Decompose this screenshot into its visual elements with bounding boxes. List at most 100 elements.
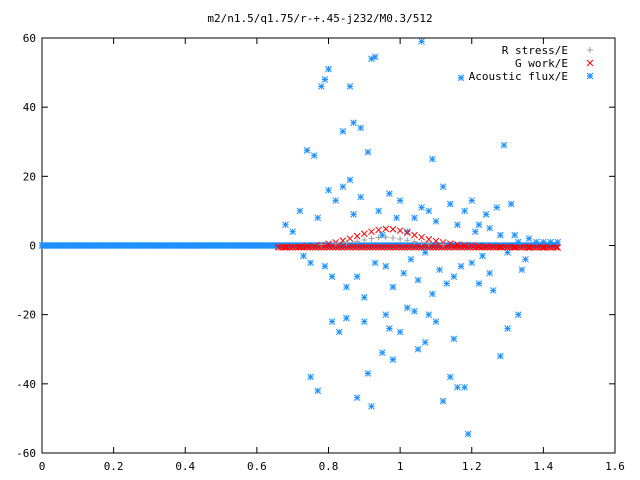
acoustic-flux-e-point	[436, 266, 443, 274]
y-tick-label: 40	[23, 101, 36, 114]
g-work-point	[509, 243, 517, 251]
acoustic-flux-e-point	[335, 328, 343, 336]
g-work-point	[527, 243, 534, 251]
g-work-e-point	[468, 242, 476, 249]
g-work-point	[449, 243, 457, 251]
g-work-e-point	[475, 242, 483, 250]
g-work-point	[386, 243, 394, 251]
acoustic-flux-e-point	[393, 214, 400, 222]
acoustic-flux-e-point	[314, 214, 322, 222]
g-work-e-point	[296, 243, 304, 251]
y-tick-label: 60	[23, 32, 36, 45]
g-work-point	[349, 243, 357, 251]
legend-label: G work/E	[515, 57, 568, 70]
g-work-point	[295, 243, 302, 251]
g-work-point	[481, 243, 488, 251]
r-stress-e-point	[440, 241, 447, 248]
g-work-e-point	[518, 243, 526, 251]
acoustic-flux-e-point	[429, 155, 436, 163]
g-work-e-point	[425, 235, 433, 243]
acoustic-flux-e-point	[418, 204, 425, 211]
g-work-e-point	[432, 237, 440, 245]
y-tick-label: -60	[16, 447, 36, 460]
g-work-point	[315, 243, 322, 251]
g-work-e-point	[303, 243, 311, 250]
acoustic-flux-e-point	[446, 373, 454, 381]
acoustic-flux-e-point	[475, 280, 483, 287]
g-work-point	[280, 243, 288, 251]
g-work-point	[415, 243, 423, 251]
acoustic-flux-e-point	[339, 183, 347, 191]
acoustic-flux-e-point	[554, 238, 562, 246]
g-work-e-point	[547, 244, 554, 251]
acoustic-flux-e-point	[343, 283, 350, 291]
g-work-e-point	[403, 229, 411, 237]
acoustic-flux-e-point	[360, 294, 368, 301]
g-work-e-point	[482, 243, 490, 250]
acoustic-flux-e-point	[489, 287, 497, 294]
g-work-e-point	[418, 233, 425, 241]
g-work-e-point	[554, 244, 562, 251]
g-work-e-point	[310, 242, 318, 250]
g-work-point	[403, 243, 411, 251]
acoustic-flux-e-point	[389, 283, 397, 291]
g-work-point	[441, 243, 448, 251]
r-stress-e-point	[332, 240, 339, 247]
g-work-point	[320, 243, 328, 251]
acoustic-flux-e-point	[429, 290, 436, 298]
g-work-point	[381, 243, 388, 251]
g-work-point	[484, 243, 491, 251]
g-work-point	[358, 243, 365, 251]
r-stress-e-point	[418, 239, 425, 246]
r-stress-e-point	[361, 236, 368, 243]
g-work-point	[363, 243, 371, 251]
acoustic-flux-e-point	[368, 402, 375, 410]
acoustic-flux-e-point	[396, 328, 404, 336]
acoustic-flux-e-point	[289, 228, 297, 236]
g-work-baseline	[275, 243, 560, 251]
g-work-e-point	[511, 243, 519, 251]
g-work-e-point	[368, 228, 375, 236]
acoustic-flux-e-point	[325, 186, 332, 194]
g-work-point	[541, 243, 549, 251]
g-work-point	[369, 243, 377, 251]
acoustic-flux-e-point	[343, 314, 350, 322]
legend-label: Acoustic flux/E	[469, 70, 568, 83]
acoustic-flux-e-point	[457, 74, 465, 82]
g-work-point	[438, 243, 446, 251]
acoustic-flux-e-point	[296, 207, 304, 215]
g-work-point	[495, 243, 503, 251]
g-work-point	[464, 243, 471, 251]
acoustic-flux-e-point	[514, 238, 522, 246]
g-work-e-point	[540, 244, 547, 251]
acoustic-flux-e-point	[357, 124, 365, 132]
acoustic-flux-e-point	[389, 356, 397, 363]
acoustic-flux-e-point	[403, 228, 411, 236]
acoustic-flux-e-point	[314, 387, 322, 395]
acoustic-flux-e-point	[446, 200, 454, 208]
acoustic-flux-e-point	[382, 311, 390, 319]
g-work-point	[329, 243, 337, 251]
g-work-e-point	[532, 244, 540, 251]
g-work-point	[338, 243, 345, 251]
acoustic-flux-e-point	[357, 193, 365, 201]
x-tick-label: 1.4	[533, 460, 553, 473]
g-work-e-point	[504, 243, 511, 251]
g-work-e-point	[525, 244, 533, 251]
acoustic-flux-e-point	[328, 318, 336, 325]
x-tick-label: 0.2	[104, 460, 124, 473]
r-stress-e-point	[368, 235, 375, 242]
acoustic-flux-e-point	[339, 128, 347, 135]
acoustic-flux-e-point	[450, 335, 458, 343]
acoustic-flux-e-point	[400, 269, 408, 277]
acoustic-flux-e-point	[307, 373, 314, 381]
acoustic-flux-e-point	[382, 262, 390, 270]
g-work-e-point	[411, 231, 418, 239]
x-tick-label: 0	[39, 460, 46, 473]
acoustic-flux-e-point	[475, 221, 483, 229]
acoustic-flux-e-point	[411, 307, 418, 315]
g-work-point	[552, 243, 560, 251]
g-work-e-point	[282, 243, 289, 251]
